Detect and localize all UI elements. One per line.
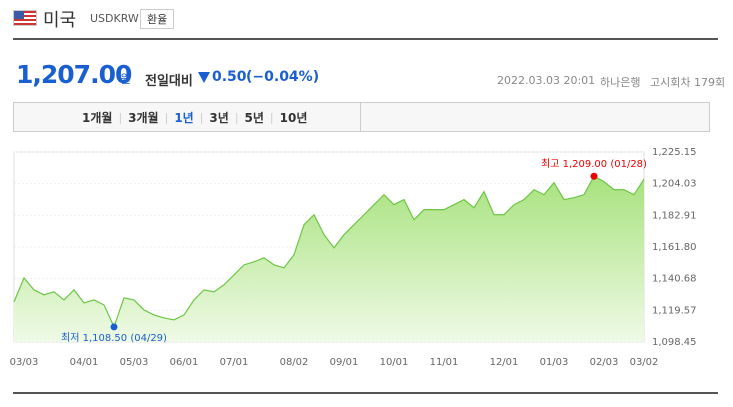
tab-sep: | [269,110,274,124]
tab[interactable]: 10년 [279,110,308,125]
x-tick-label: 10/01 [380,357,409,368]
high-label: 최고 1,209.00 (01/28) [541,158,647,170]
flag [13,10,37,26]
tab-bar: 1개월 | 3개월 | 1년 | 3년 | 5년 | 10년 [13,102,710,132]
x-tick-label: 08/02 [280,357,309,368]
datetime: 2022.03.03 20:01 [497,74,596,87]
tab-divider [360,103,361,132]
tab[interactable]: 1년 [174,110,194,125]
x-tick-label: 03/02 [630,357,659,368]
tab[interactable]: 5년 [244,110,264,125]
x-tick-label: 12/01 [490,357,519,368]
bank: 하나은행 [600,76,641,89]
x-tick-label: 09/01 [330,357,359,368]
x-tick-label: 02/03 [590,357,619,368]
chart: 1,225.15 1,204.03 1,182.91 1,161.80 1,140.68… [10,147,697,368]
tab[interactable]: 3년 [209,110,229,125]
change-label: 전일대비 [145,74,193,89]
x-tick-label: 07/01 [220,357,249,368]
change-pct: (−0.04%) [246,69,320,85]
x-tick-label: 01/03 [540,357,569,368]
divider [13,38,718,40]
x-tick-label: 11/01 [430,357,459,368]
tab-sep: | [234,110,239,124]
x-tick-label: 04/01 [70,357,99,368]
y-tick-label: 1,140.68 [652,274,697,285]
price: 1,207.00 [16,60,132,89]
tab-sep: | [199,110,204,124]
change: 0.50 [212,69,247,85]
y-tick-label: 1,161.80 [652,242,697,253]
y-tick-label: 1,182.91 [652,210,697,221]
country: 미국 [43,10,77,31]
tab-sep: | [164,110,169,124]
y-tick-label: 1,225.15 [652,147,697,158]
low-marker [110,323,118,331]
y-tick-label: 1,098.45 [652,337,697,348]
area-fill [14,176,644,342]
y-tick-label: 1,204.03 [652,179,697,190]
x-tick-label: 06/01 [170,357,199,368]
high-marker [590,172,598,180]
exchange-button[interactable]: 환율 [140,9,175,29]
low-label: 최저 1,108.50 (04/29) [61,332,167,344]
y-tick-label: 1,119.57 [652,305,697,316]
tab[interactable]: 1개월 [82,110,113,125]
x-tick-label: 05/03 [120,357,149,368]
tab[interactable]: 3개월 [128,110,159,125]
tab-sep: | [118,110,123,124]
x-tick-label: 03/03 [10,357,39,368]
line [13,175,645,329]
code: USDKRW [90,12,139,25]
round: 고시회차 179회 [650,76,726,89]
down-arrow [198,72,210,83]
bottom-line [13,392,718,394]
unit: 원 [120,72,132,86]
